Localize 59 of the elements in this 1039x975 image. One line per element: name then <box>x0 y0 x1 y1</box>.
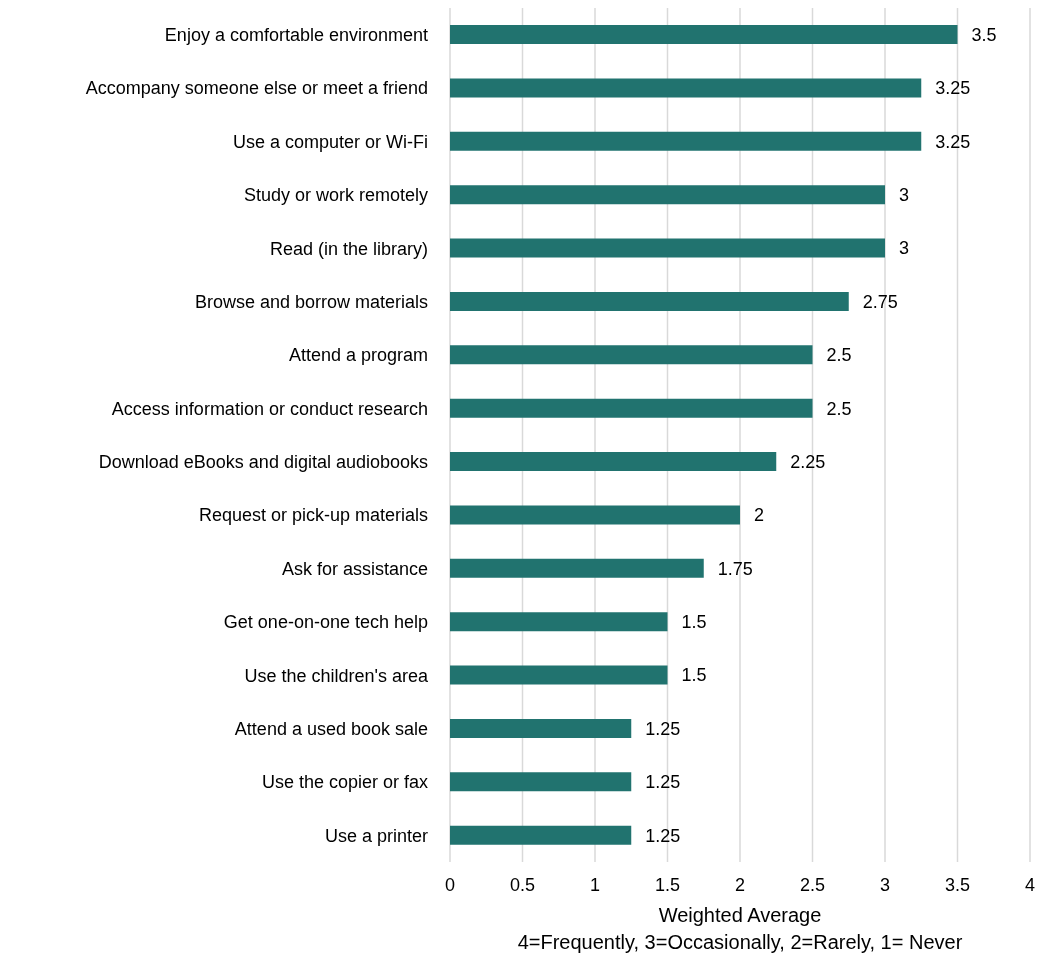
bar <box>450 78 922 98</box>
x-tick-label: 0.5 <box>509 874 536 895</box>
data-label: 3.25 <box>935 78 971 99</box>
x-tick-label: 2 <box>734 874 746 895</box>
bar <box>450 825 632 845</box>
bar <box>450 291 849 311</box>
y-tick-label: Use a computer or Wi-Fi <box>232 131 428 152</box>
bar <box>450 398 813 418</box>
bar <box>450 612 668 632</box>
x-tick-label: 3 <box>879 874 891 895</box>
bar <box>450 772 632 792</box>
data-label: 1.25 <box>645 772 681 793</box>
data-label: 1.75 <box>717 558 753 579</box>
data-label: 2.75 <box>862 291 898 312</box>
bar <box>450 558 704 578</box>
data-label: 2.5 <box>826 345 852 366</box>
y-tick-label: Enjoy a comfortable environment <box>164 25 428 46</box>
y-tick-label: Attend a used book sale <box>234 718 428 739</box>
y-tick-label: Study or work remotely <box>243 185 428 206</box>
x-tick-label: 1 <box>589 874 601 895</box>
bar <box>450 718 632 738</box>
data-label: 1.5 <box>681 612 707 633</box>
x-tick-label: 3.5 <box>944 874 971 895</box>
y-tick-label: Accompany someone else or meet a friend <box>85 78 428 99</box>
data-label: 3.25 <box>935 131 971 152</box>
data-label: 1.5 <box>681 665 707 686</box>
data-label: 2.5 <box>826 398 852 419</box>
x-axis-title: Weighted Average <box>657 904 823 927</box>
y-tick-label: Browse and borrow materials <box>194 291 428 312</box>
y-tick-label: Use the children's area <box>244 665 429 686</box>
y-tick-label: Use the copier or fax <box>261 772 428 793</box>
data-label: 2 <box>754 505 765 526</box>
bar <box>450 505 740 525</box>
x-tick-label: 0 <box>444 874 456 895</box>
x-tick-label: 4 <box>1024 874 1036 895</box>
bar <box>450 345 813 365</box>
y-tick-label: Ask for assistance <box>281 558 428 579</box>
x-tick-label: 1.5 <box>654 874 681 895</box>
data-label: 3 <box>899 185 910 206</box>
y-tick-label: Use a printer <box>324 825 428 846</box>
bar <box>450 131 922 151</box>
bar <box>450 238 885 258</box>
bar <box>450 665 668 685</box>
y-tick-label: Download eBooks and digital audiobooks <box>98 452 428 473</box>
y-tick-label: Get one-on-one tech help <box>223 612 428 633</box>
bar <box>450 25 958 45</box>
y-tick-label: Read (in the library) <box>269 238 428 259</box>
data-label: 2.25 <box>790 451 826 472</box>
y-tick-label: Attend a program <box>288 345 428 366</box>
bar <box>450 185 885 205</box>
text: 4=Frequently, 3=Occasionally, 2=Rarely, 1= Never <box>516 931 964 954</box>
y-tick-label: Request or pick-up materials <box>198 505 428 526</box>
x-tick-label: 2.5 <box>799 874 826 895</box>
bar <box>450 452 777 472</box>
data-label: 3 <box>899 238 910 259</box>
y-tick-label: Access information or conduct research <box>111 398 428 419</box>
data-label: 1.25 <box>645 718 681 739</box>
data-label: 1.25 <box>645 825 681 846</box>
data-label: 3.5 <box>971 24 997 45</box>
